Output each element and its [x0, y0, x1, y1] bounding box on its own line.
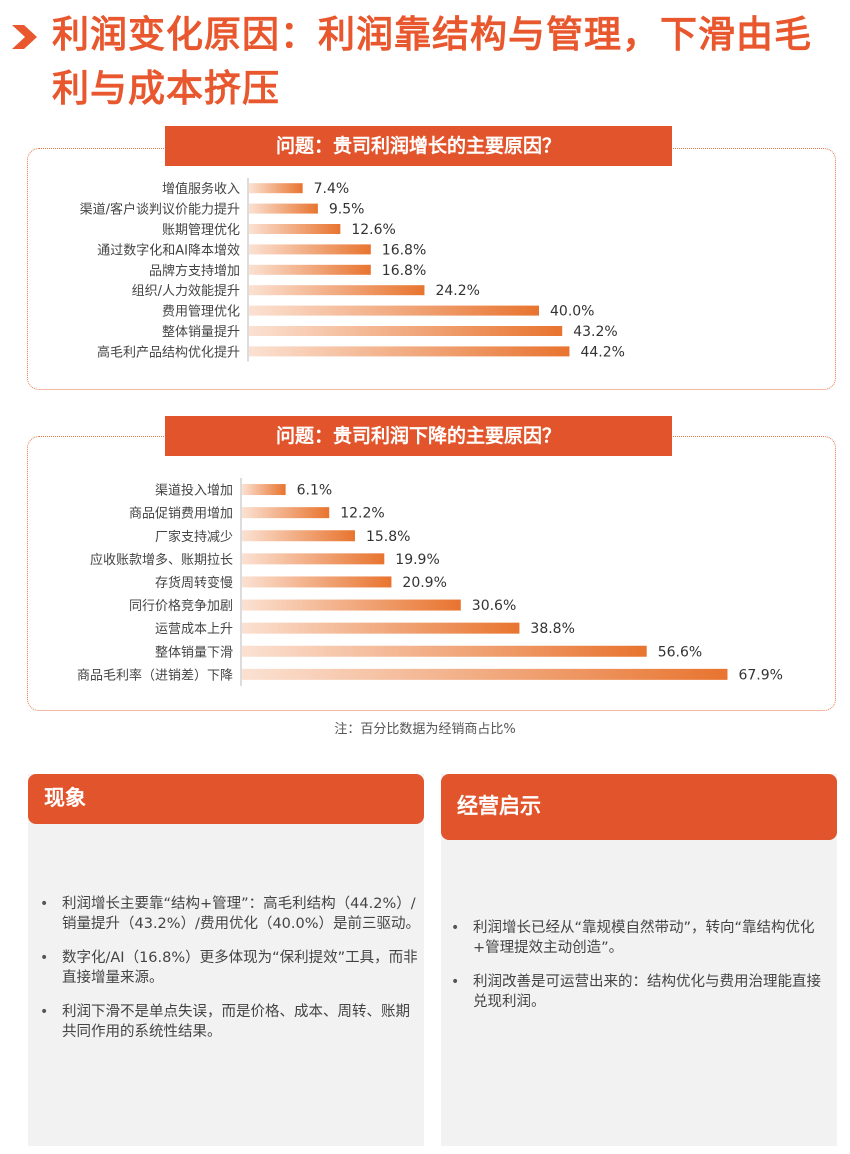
chart-footnote: 注：百分比数据为经销商占比% [334, 722, 516, 737]
category-label: 存货周转变慢 [155, 575, 233, 591]
data-label: 16.8% [382, 263, 426, 279]
category-label: 增值服务收入 [162, 181, 240, 197]
bar [249, 326, 563, 336]
chart-decline-reasons: 渠道投入增加 6.1% 商品促销费用增加 12.2% 厂家支持减少 15.8% 应收账款增多… [77, 478, 783, 686]
data-label: 30.6% [472, 598, 516, 614]
list-item: • 利润改善是可运营出来的：结构优化与费用治理能直接兑现利润。 [451, 972, 829, 1012]
chart-title-decline: 问题：贵司利润下降的主要原因？ [165, 416, 672, 456]
category-label: 高毛利产品结构优化提升 [97, 344, 240, 360]
list-item: • 数字化/AI（16.8%）更多体现为“保利提效”工具，而非直接增量来源。 [40, 948, 420, 988]
data-label: 6.1% [297, 483, 333, 499]
data-label: 15.8% [366, 529, 410, 545]
bar [249, 305, 539, 316]
data-label: 56.6% [658, 644, 702, 660]
category-label: 商品促销费用增加 [129, 507, 233, 522]
bar [249, 183, 303, 194]
chart-title-growth: 问题：贵司利润增长的主要原因？ [165, 126, 672, 166]
phenomenon-panel: 现象 • 利润增长主要靠“结构+管理”：高毛利结构（44.2%）/销量提升（43.… [28, 774, 424, 1146]
category-label: 费用管理优化 [162, 305, 240, 320]
bar [242, 645, 647, 657]
data-label: 19.9% [395, 552, 439, 568]
bar [249, 244, 371, 255]
list-item-text: 利润下滑不是单点失误，而是价格、成本、周转、账期共同作用的系统性结果。 [62, 1004, 410, 1040]
bar [249, 224, 341, 234]
category-label: 整体销量下滑 [155, 645, 233, 660]
page-title: 利润变化原因：利润靠结构与管理，下滑由毛利与成本挤压 [52, 13, 812, 110]
category-label: 应收账款增多、账期拉长 [90, 552, 233, 568]
insight-panel: 经营启示 • 利润增长已经从“靠规模自然带动”，转向“靠结构优化+管理提效主动创造… [441, 774, 837, 1146]
chevron-right-icon [12, 25, 37, 49]
data-label: 7.4% [314, 181, 350, 197]
data-label: 20.9% [402, 575, 446, 591]
category-label: 同行价格竞争加剧 [129, 598, 233, 614]
bar [242, 553, 385, 565]
chart-growth-reasons: 增值服务收入 7.4% 渠道/客户谈判议价能力提升 9.5% 账期管理优化 12.6% 通过… [80, 178, 625, 362]
category-label: 组织/人力效能提升 [132, 283, 240, 299]
data-label: 16.8% [382, 242, 426, 258]
bar [242, 507, 330, 519]
list-item-text: 数字化/AI（16.8%）更多体现为“保利提效”工具，而非直接增量来源。 [62, 950, 418, 986]
category-label: 运营成本上升 [155, 622, 233, 637]
phenomenon-title: 现象 [28, 774, 424, 824]
category-label: 整体销量提升 [162, 324, 240, 340]
category-label: 品牌方支持增加 [149, 263, 240, 279]
bar [249, 264, 371, 275]
bar [249, 346, 570, 357]
data-label: 40.0% [550, 304, 594, 320]
bullet-icon: • [40, 950, 49, 966]
category-label: 商品毛利率（进销差）下降 [77, 667, 233, 683]
bullet-icon: • [40, 896, 49, 912]
data-label: 67.9% [738, 667, 782, 683]
bar [242, 484, 286, 496]
bullet-icon: • [40, 1004, 49, 1020]
category-label: 通过数字化和AI降本增效 [97, 243, 240, 258]
list-item: • 利润下滑不是单点失误，而是价格、成本、周转、账期共同作用的系统性结果。 [40, 1002, 420, 1042]
bullet-icon: • [451, 974, 460, 990]
insight-title: 经营启示 [441, 774, 837, 840]
bullet-icon: • [451, 920, 460, 936]
bar [242, 599, 461, 611]
bar [242, 576, 392, 588]
phenomenon-list: • 利润增长主要靠“结构+管理”：高毛利结构（44.2%）/销量提升（43.2%）… [40, 894, 420, 1056]
data-label: 38.8% [530, 621, 574, 637]
bar [242, 530, 355, 542]
insight-list: • 利润增长已经从“靠规模自然带动”，转向“靠结构优化+管理提效主动创造”。 • 利… [451, 918, 829, 1026]
list-item-text: 利润增长主要靠“结构+管理”：高毛利结构（44.2%）/销量提升（43.2%）/… [62, 896, 421, 932]
bar [249, 203, 318, 214]
data-label: 43.2% [573, 324, 617, 340]
bar [249, 285, 425, 296]
data-label: 44.2% [580, 344, 624, 360]
data-label: 24.2% [435, 283, 479, 299]
data-label: 9.5% [329, 202, 365, 218]
bar [242, 668, 728, 680]
list-item-text: 利润增长已经从“靠规模自然带动”，转向“靠结构优化+管理提效主动创造”。 [473, 920, 815, 956]
category-label: 账期管理优化 [162, 223, 240, 238]
category-label: 厂家支持减少 [155, 529, 233, 545]
data-label: 12.2% [340, 506, 384, 522]
bar [242, 622, 520, 634]
category-label: 渠道/客户谈判议价能力提升 [80, 202, 240, 218]
list-item-text: 利润改善是可运营出来的：结构优化与费用治理能直接兑现利润。 [473, 974, 821, 1010]
category-label: 渠道投入增加 [155, 483, 233, 499]
list-item: • 利润增长主要靠“结构+管理”：高毛利结构（44.2%）/销量提升（43.2%）… [40, 894, 420, 934]
data-label: 12.6% [351, 222, 395, 238]
list-item: • 利润增长已经从“靠规模自然带动”，转向“靠结构优化+管理提效主动创造”。 [451, 918, 829, 958]
